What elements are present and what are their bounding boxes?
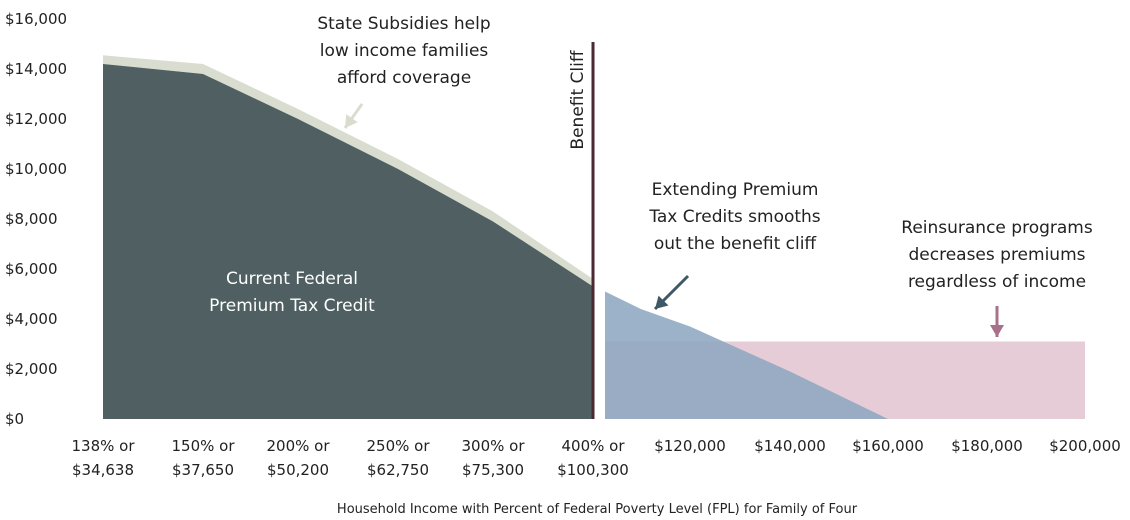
y-tick-label: $14,000 <box>5 60 67 78</box>
x-tick-fpl-label: 250% or <box>367 437 431 455</box>
x-tick-fpl-label: 150% or <box>172 437 236 455</box>
x-tick-income-label: $50,200 <box>267 461 329 479</box>
x-tick-income-label: $34,638 <box>72 461 134 479</box>
x-tick-income-label: $200,000 <box>1049 437 1121 455</box>
annotation-state-subsidies: State Subsidies help low income families a… <box>317 14 490 88</box>
y-tick-label: $6,000 <box>5 260 58 278</box>
benefit-cliff-label: Benefit Cliff <box>568 49 588 149</box>
y-tick-label: $8,000 <box>5 210 58 228</box>
chart-areas <box>103 55 1085 420</box>
area-federal-premium-tax-credit <box>103 64 593 419</box>
x-tick-income-label: $160,000 <box>852 437 924 455</box>
x-tick-income-label: $180,000 <box>951 437 1023 455</box>
x-tick-fpl-label: 200% or <box>267 437 331 455</box>
y-axis: $0 $2,000 $4,000 $6,000 $8,000 $10,000 $12,000… <box>5 10 67 428</box>
x-tick-fpl-label: 400% or <box>562 437 626 455</box>
arrow-extending-tax-credits <box>653 274 690 311</box>
annotation-extending-tax-credits: Extending Premium Tax Credits smooths out … <box>648 180 820 254</box>
x-axis-label: Household Income with Percent of Federal… <box>337 502 858 517</box>
arrow-state-subsidies <box>343 103 364 129</box>
x-tick-income-label: $75,300 <box>462 461 524 479</box>
y-tick-label: $16,000 <box>5 10 67 28</box>
x-axis: 138% or $34,638 150% or $37,650 200% or $50,2… <box>72 437 1121 479</box>
area-extended-premium-tax-credits <box>605 291 888 419</box>
x-tick-fpl-label: 138% or <box>72 437 136 455</box>
x-tick-income-label: $37,650 <box>172 461 234 479</box>
x-tick-income-label: $120,000 <box>654 437 726 455</box>
x-tick-fpl-label: 300% or <box>462 437 526 455</box>
x-tick-income-label: $62,750 <box>367 461 429 479</box>
y-tick-label: $0 <box>5 410 24 428</box>
y-tick-label: $12,000 <box>5 110 67 128</box>
annotations: Current Federal Premium Tax Credit State S… <box>209 14 1093 337</box>
x-tick-income-label: $140,000 <box>754 437 826 455</box>
y-tick-label: $10,000 <box>5 160 67 178</box>
annotation-reinsurance: Reinsurance programs decreases premiums re… <box>901 218 1093 292</box>
arrow-reinsurance <box>990 306 1004 337</box>
x-tick-income-label: $100,300 <box>557 461 629 479</box>
y-tick-label: $4,000 <box>5 310 58 328</box>
annotation-federal-tax-credit: Current Federal Premium Tax Credit <box>209 269 375 316</box>
benefit-cliff: Benefit Cliff <box>568 42 595 419</box>
y-tick-label: $2,000 <box>5 360 58 378</box>
